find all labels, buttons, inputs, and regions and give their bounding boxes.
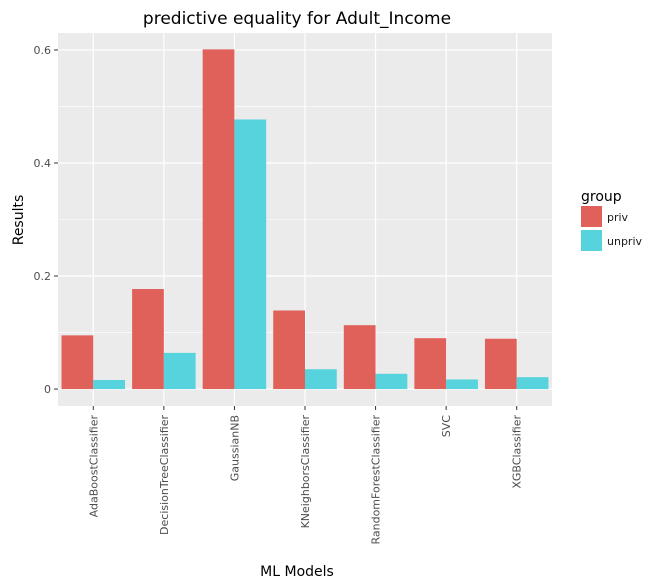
legend-title: group: [581, 189, 622, 205]
bar-unpriv-SVC: [446, 379, 478, 390]
legend: group priv unpriv: [581, 189, 643, 251]
y-tick-label: 0.2: [34, 270, 52, 283]
bar-priv-AdaBoostClassifier: [61, 335, 94, 390]
x-tick-label: RandomForestClassifier: [370, 415, 383, 545]
legend-key-priv: [581, 206, 602, 227]
y-tick-label: 0.4: [34, 157, 52, 170]
x-tick-label: SVC: [440, 415, 453, 438]
y-axis: 0 0.2 0.4 0.6: [34, 44, 58, 396]
y-tick-label: 0.6: [34, 44, 52, 57]
bar-unpriv-AdaBoostClassifier: [93, 380, 126, 390]
bar-unpriv-RandomForestClassifier: [375, 373, 408, 390]
x-tick-label: GaussianNB: [228, 415, 241, 481]
x-tick-label: AdaBoostClassifier: [87, 415, 100, 518]
legend-label-priv: priv: [607, 211, 629, 224]
bar-priv-DecisionTreeClassifier: [132, 289, 164, 390]
x-tick-label: XGBClassifier: [511, 415, 524, 489]
bar-unpriv-KNeighborsClassifier: [305, 369, 337, 390]
legend-key-unpriv: [581, 230, 602, 251]
x-tick-label: DecisionTreeClassifier: [158, 415, 171, 535]
bar-priv-RandomForestClassifier: [343, 325, 376, 390]
chart-title: predictive equality for Adult_Income: [143, 9, 451, 29]
bar-priv-SVC: [414, 338, 447, 390]
x-tick-label: KNeighborsClassifier: [299, 415, 312, 529]
bar-unpriv-GaussianNB: [234, 119, 267, 390]
bar-priv-KNeighborsClassifier: [273, 310, 305, 390]
legend-label-unpriv: unpriv: [607, 235, 643, 248]
x-axis-title: ML Models: [260, 564, 334, 580]
bar-unpriv-DecisionTreeClassifier: [163, 352, 196, 390]
bar-priv-GaussianNB: [202, 49, 235, 390]
x-axis: AdaBoostClassifier DecisionTreeClassifier…: [87, 406, 524, 545]
y-tick-label: 0: [44, 383, 51, 396]
bar-priv-XGBClassifier: [484, 338, 517, 390]
bars: [61, 49, 549, 390]
bar-unpriv-XGBClassifier: [516, 377, 549, 390]
y-axis-title: Results: [11, 195, 27, 246]
